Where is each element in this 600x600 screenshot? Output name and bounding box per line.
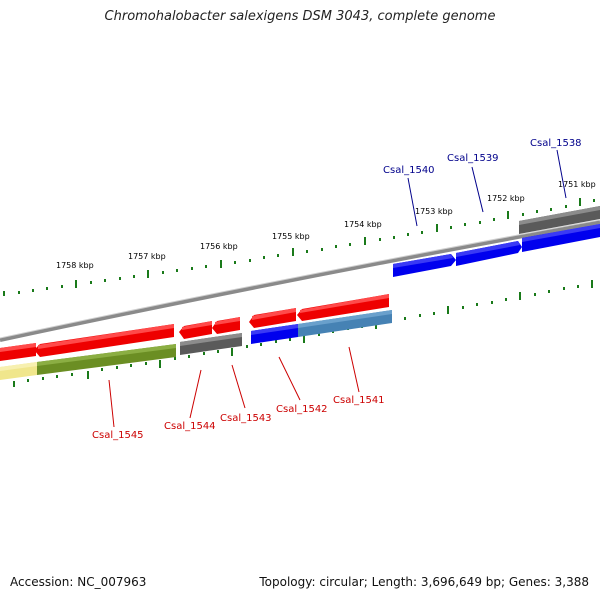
label-csal-1544: Csal_1544 — [164, 421, 216, 432]
reverse-label-leaders — [108, 346, 360, 428]
accession-text: Accession: NC_007963 — [10, 575, 147, 589]
label-csal-1541: Csal_1541 — [333, 395, 385, 406]
forward-strand-features — [393, 206, 600, 277]
label-csal-1543: Csal_1543 — [220, 413, 272, 424]
label-csal-1542: Csal_1542 — [276, 404, 328, 415]
label-csal-1539: Csal_1539 — [447, 153, 499, 164]
map-title: Chromohalobacter salexigens DSM 3043, co… — [104, 9, 496, 24]
scale-label-1755: 1755 kbp — [272, 232, 310, 241]
backbone-arc-highlight — [0, 219, 600, 339]
genome-summary-text: Topology: circular; Length: 3,696,649 bp… — [259, 575, 589, 589]
scale-label-1751: 1751 kbp — [558, 180, 596, 189]
forward-label-leaders — [407, 149, 567, 227]
scale-label-1753: 1753 kbp — [415, 207, 453, 216]
scale-label-1757: 1757 kbp — [128, 252, 166, 261]
label-csal-1538: Csal_1538 — [530, 138, 582, 149]
scale-label-1752: 1752 kbp — [487, 194, 525, 203]
outer-tick-track — [3, 198, 595, 296]
scale-label-1756: 1756 kbp — [200, 242, 238, 251]
label-csal-1540: Csal_1540 — [383, 165, 435, 176]
scale-label-1754: 1754 kbp — [344, 220, 382, 229]
backbone-arc — [0, 220, 600, 342]
scale-label-1758: 1758 kbp — [56, 261, 94, 270]
label-csal-1545: Csal_1545 — [92, 430, 144, 441]
reverse-strand-features — [0, 294, 392, 380]
